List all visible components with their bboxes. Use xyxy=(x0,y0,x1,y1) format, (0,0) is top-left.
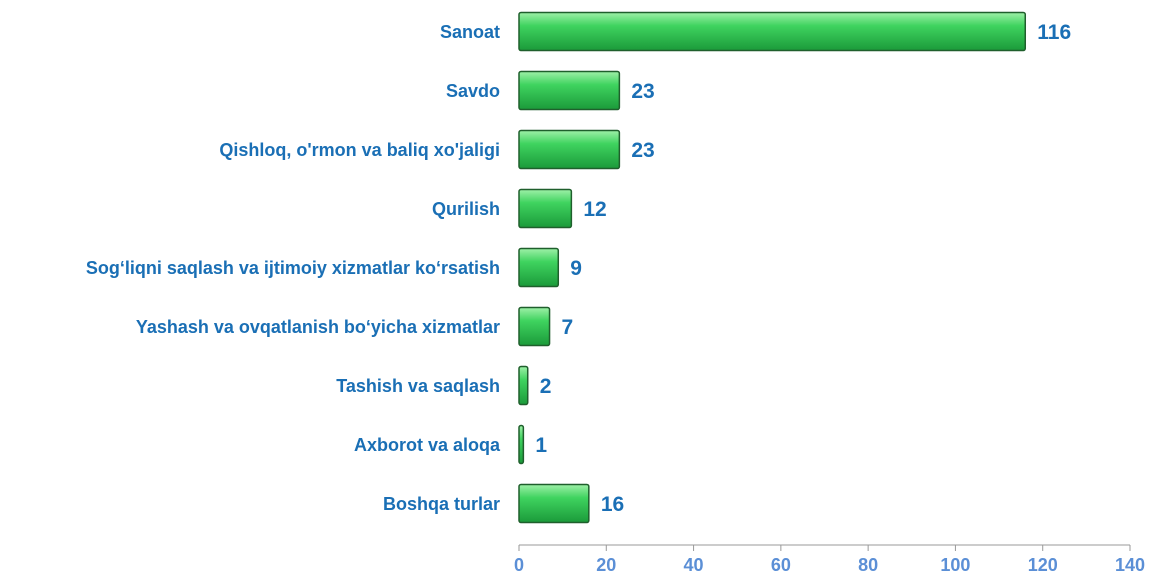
value-label: 23 xyxy=(631,80,654,103)
bar xyxy=(518,483,590,524)
category-label: Tashish va saqlash xyxy=(336,375,500,396)
x-tick-label: 100 xyxy=(940,555,970,575)
x-tick-label: 20 xyxy=(596,555,616,575)
category-label: Sanoat xyxy=(439,21,500,42)
category-label: Axborot va aloqa xyxy=(353,434,500,455)
value-label: 2 xyxy=(540,375,552,398)
value-label: 23 xyxy=(631,139,654,162)
category-label: Yashash va ovqatlanish bo‘yicha xizmatla… xyxy=(135,316,500,337)
value-label: 7 xyxy=(562,316,574,339)
category-label: Qurilish xyxy=(431,198,500,219)
x-tick-label: 120 xyxy=(1028,555,1058,575)
bar xyxy=(518,11,1027,52)
value-label: 116 xyxy=(1037,21,1071,44)
bar xyxy=(518,365,529,406)
x-tick-label: 60 xyxy=(771,555,791,575)
value-label: 1 xyxy=(535,434,547,457)
x-tick-label: 80 xyxy=(858,555,878,575)
bar xyxy=(518,129,621,170)
category-label: Savdo xyxy=(445,80,500,101)
bar xyxy=(518,306,551,347)
bar xyxy=(518,70,621,111)
category-label: Qishloq, o'rmon va baliq xo'jaligi xyxy=(219,139,500,160)
category-label: Sog‘liqni saqlash va ijtimoiy xizmatlar … xyxy=(85,257,500,278)
category-label: Boshqa turlar xyxy=(382,493,500,514)
value-label: 12 xyxy=(583,198,606,221)
x-tick-label: 40 xyxy=(684,555,704,575)
bar xyxy=(518,424,525,465)
bar xyxy=(518,188,573,229)
value-label: 9 xyxy=(570,257,582,280)
bar xyxy=(518,247,560,288)
x-tick-label: 140 xyxy=(1115,555,1145,575)
x-tick-label: 0 xyxy=(514,555,524,575)
value-label: 16 xyxy=(601,493,624,516)
